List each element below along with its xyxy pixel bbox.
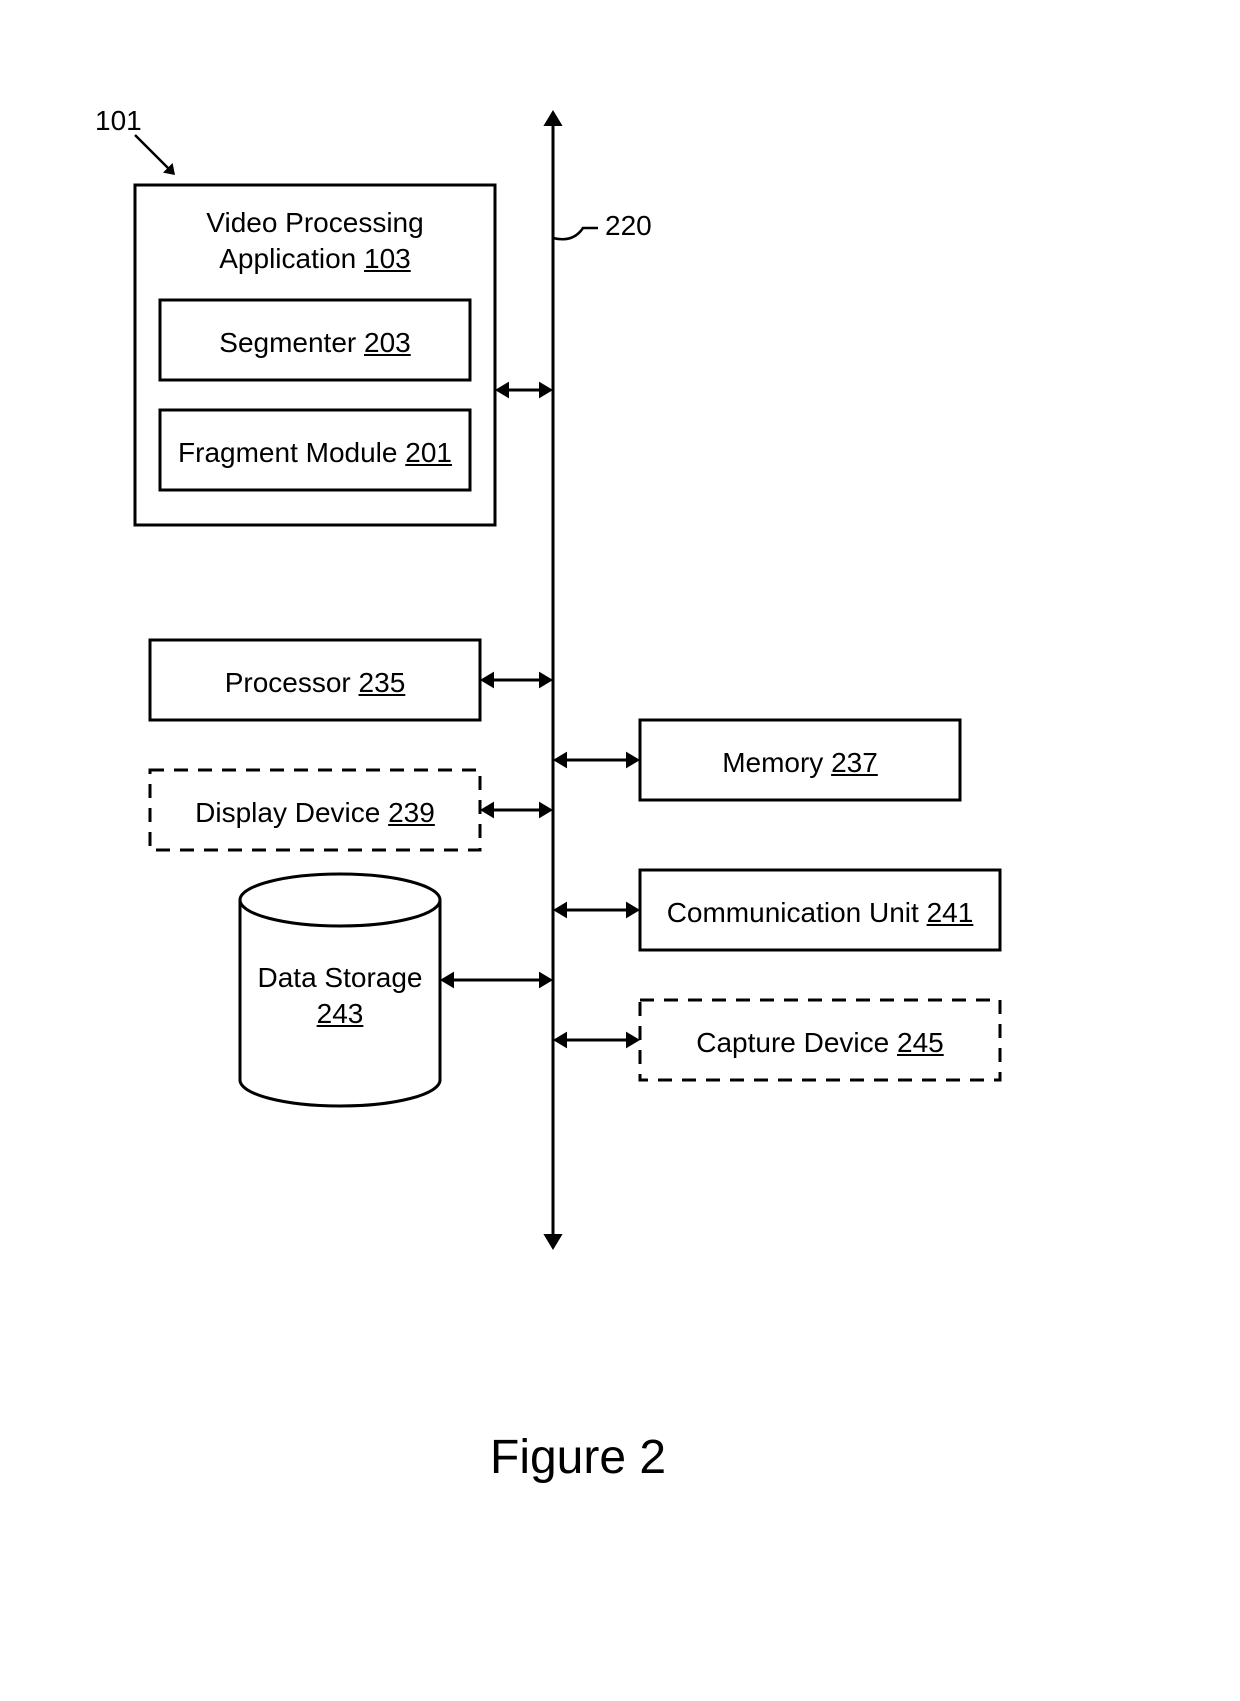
processor-num: 235: [359, 667, 406, 698]
ref-101-label: 101: [95, 105, 142, 137]
capture-num: 245: [897, 1027, 944, 1058]
memory-box-label: Memory 237: [640, 745, 960, 781]
fragment-label: Fragment Module: [178, 437, 397, 468]
fragment-box-label: Fragment Module 201: [160, 435, 470, 471]
bus-220-label: 220: [605, 210, 652, 242]
display-num: 239: [388, 797, 435, 828]
comm-label: Communication Unit: [667, 897, 919, 928]
figure-caption: Figure 2: [490, 1430, 666, 1485]
app-title-line1: Video Processing: [206, 207, 423, 238]
comm-box-label: Communication Unit 241: [640, 895, 1000, 931]
comm-num: 241: [927, 897, 974, 928]
capture-label: Capture Device: [696, 1027, 889, 1058]
storage-label-group: Data Storage 243: [240, 960, 440, 1033]
storage-num: 243: [317, 998, 364, 1029]
segmenter-label: Segmenter: [219, 327, 356, 358]
app-title: Video Processing Application 103: [135, 205, 495, 278]
memory-label: Memory: [722, 747, 823, 778]
fragment-num: 201: [405, 437, 452, 468]
app-title-line2: Application: [219, 243, 356, 274]
storage-label: Data Storage: [258, 962, 423, 993]
memory-num: 237: [831, 747, 878, 778]
segmenter-box-label: Segmenter 203: [160, 325, 470, 361]
diagram-canvas: 101 220 Video Processing Application 103…: [0, 0, 1240, 1696]
display-box-label: Display Device 239: [150, 795, 480, 831]
segmenter-num: 203: [364, 327, 411, 358]
capture-box-label: Capture Device 245: [640, 1025, 1000, 1061]
processor-label: Processor: [225, 667, 351, 698]
app-num: 103: [364, 243, 411, 274]
display-label: Display Device: [195, 797, 380, 828]
processor-box-label: Processor 235: [150, 665, 480, 701]
